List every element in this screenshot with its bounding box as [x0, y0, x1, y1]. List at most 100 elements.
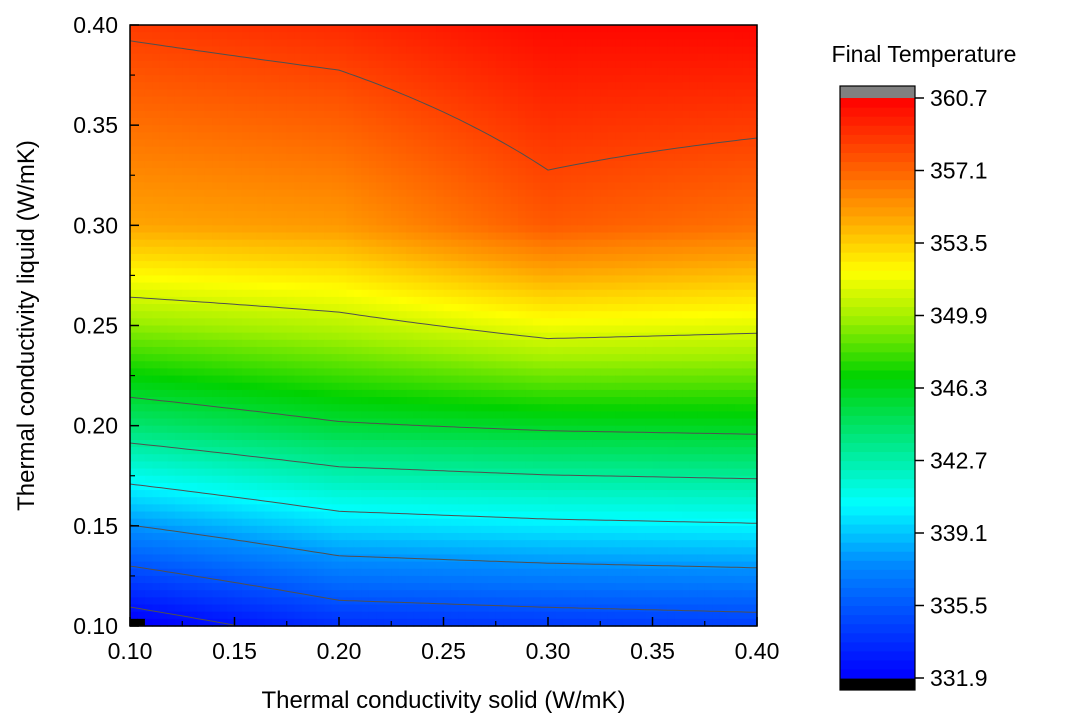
contour-cell: [234, 418, 243, 427]
contour-cell: [294, 53, 303, 62]
contour-cell: [368, 53, 377, 62]
contour-cell: [398, 304, 407, 312]
contour-cell: [473, 354, 482, 362]
contour-cell: [309, 89, 318, 98]
contour-cell: [249, 32, 258, 40]
contour-cell: [548, 67, 557, 76]
contour-cell: [219, 311, 228, 319]
contour-cell: [398, 289, 407, 298]
contour-cell: [749, 32, 758, 40]
contour-cell: [227, 282, 236, 291]
contour-cell: [234, 339, 243, 348]
contour-cell: [137, 332, 146, 341]
contour-cell: [682, 368, 691, 377]
contour-cell: [406, 96, 415, 105]
contour-cell: [249, 25, 258, 33]
contour-cell: [376, 132, 385, 141]
contour-cell: [674, 296, 683, 305]
contour-cell: [421, 175, 430, 183]
contour-cell: [533, 282, 542, 291]
contour-cell: [421, 418, 430, 427]
contour-cell: [607, 189, 616, 198]
contour-cell: [227, 225, 236, 234]
contour-cell: [518, 225, 527, 234]
contour-cell: [592, 82, 601, 90]
contour-cell: [346, 304, 355, 312]
contour-cell: [510, 103, 519, 112]
contour-cell: [361, 332, 370, 341]
contour-cell: [450, 232, 460, 241]
contour-cell: [615, 203, 624, 212]
contour-cell: [398, 60, 407, 69]
contour-cell: [480, 296, 489, 305]
contour-cell: [704, 432, 713, 441]
contour-cell: [406, 447, 415, 455]
contour-cell: [607, 318, 616, 327]
contour-cell: [450, 53, 460, 62]
contour-cell: [144, 447, 153, 455]
contour-cell: [689, 239, 698, 248]
contour-cell: [637, 382, 646, 391]
contour-cell: [667, 325, 676, 334]
contour-cell: [473, 196, 482, 205]
contour-cell: [518, 118, 527, 126]
contour-cell: [600, 439, 609, 448]
contour-cell: [353, 253, 362, 262]
contour-cell: [473, 110, 482, 119]
contour-cell: [189, 110, 198, 119]
contour-cell: [279, 67, 288, 76]
contour-cell: [421, 53, 430, 62]
contour-cell: [540, 189, 549, 198]
contour-cell: [622, 397, 631, 405]
contour-cell: [659, 110, 669, 119]
contour-cell: [189, 139, 198, 148]
contour-cell: [212, 168, 221, 176]
contour-cell: [189, 268, 198, 277]
contour-cell: [316, 46, 325, 55]
contour-cell: [406, 75, 415, 83]
contour-cell: [510, 182, 519, 191]
contour-cell: [510, 118, 519, 126]
contour-cell: [301, 447, 310, 455]
contour-cell: [637, 296, 646, 305]
contour-cell: [234, 404, 243, 412]
contour-cell: [742, 67, 751, 76]
contour-cell: [137, 296, 146, 305]
contour-cell: [443, 439, 452, 448]
contour-cell: [585, 246, 594, 255]
contour-cell: [659, 75, 669, 83]
contour-cell: [249, 325, 258, 334]
contour-cell: [189, 118, 198, 126]
contour-cell: [159, 239, 168, 248]
contour-cell: [219, 196, 228, 205]
contour-cell: [727, 275, 736, 284]
contour-cell: [570, 311, 579, 319]
contour-cell: [144, 211, 153, 219]
contour-cell: [734, 139, 743, 148]
contour-cell: [450, 375, 460, 384]
contour-cell: [615, 39, 624, 48]
contour-cell: [585, 175, 594, 183]
contour-cell: [271, 382, 280, 391]
contour-cell: [607, 439, 616, 448]
contour-cell: [294, 32, 303, 40]
contour-cell: [719, 397, 728, 405]
contour-cell: [652, 418, 661, 427]
contour-cell: [734, 439, 743, 448]
contour-cell: [742, 132, 751, 141]
contour-cell: [406, 53, 415, 62]
contour-cell: [294, 382, 303, 391]
contour-cell: [219, 110, 228, 119]
contour-cell: [480, 182, 489, 191]
contour-cell: [443, 189, 452, 198]
contour-cell: [271, 225, 280, 234]
contour-cell: [324, 389, 333, 398]
contour-cell: [540, 425, 549, 434]
contour-cell: [324, 110, 333, 119]
contour-cell: [294, 346, 303, 355]
contour-cell: [600, 325, 609, 334]
contour-cell: [361, 447, 370, 455]
contour-cell: [659, 96, 669, 105]
contour-cell: [271, 132, 280, 141]
contour-cell: [592, 39, 601, 48]
